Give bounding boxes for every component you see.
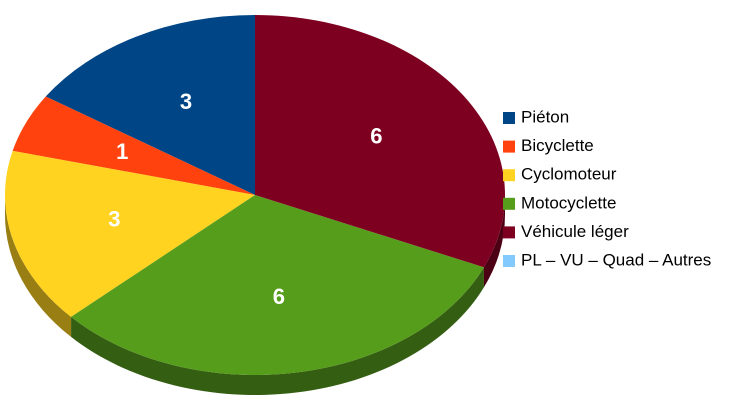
value-label: 6: [370, 124, 382, 149]
legend-label: Motocyclette: [521, 193, 616, 212]
slice: [255, 15, 505, 268]
slice: [45, 15, 256, 195]
legend-label: PL – VU – Quad – Autres: [521, 250, 711, 269]
legend-label: Cyclomoteur: [521, 165, 617, 184]
legend-swatch: [503, 255, 515, 267]
legend-swatch: [503, 226, 515, 239]
slice: [4, 150, 255, 317]
slice: [71, 195, 484, 376]
legend-swatch: [503, 140, 515, 153]
legend-label: Piéton: [521, 107, 569, 126]
legend-swatch: [503, 169, 515, 182]
value-label: 1: [116, 139, 128, 164]
value-label: 3: [108, 206, 120, 231]
legend-swatch: [503, 197, 515, 210]
value-label: 3: [180, 89, 192, 114]
slice-side: [483, 195, 505, 288]
slice-side: [71, 267, 484, 395]
legend-label: Bicyclette: [521, 136, 594, 155]
slice-side: [5, 195, 72, 337]
legend-swatch: [503, 112, 515, 124]
legend-label: Véhicule léger: [521, 222, 629, 241]
slice: [12, 96, 256, 195]
value-label: 6: [273, 284, 285, 309]
